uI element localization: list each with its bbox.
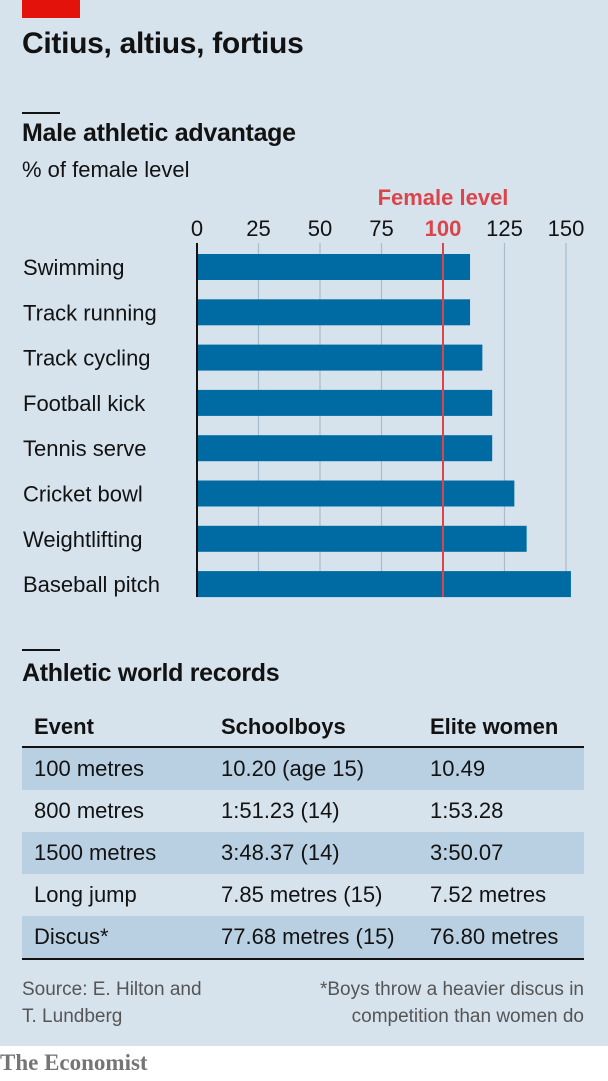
chart-title: Male athletic advantage: [22, 119, 296, 147]
category-label: Baseball pitch: [23, 572, 160, 597]
bar: [197, 571, 571, 598]
source-line: Source: E. Hilton and: [22, 979, 202, 1000]
table-cell: 7.85 metres (15): [221, 882, 383, 907]
table-header-row: Event Schoolboys Elite women: [22, 706, 584, 748]
tick-label: 150: [548, 216, 585, 241]
graphic-panel: Citius, altius, fortius Male athletic ad…: [0, 0, 608, 1046]
table-row: Discus* 77.68 metres (15) 76.80 metres: [22, 916, 584, 958]
category-label: Weightlifting: [23, 527, 142, 552]
table-row: Long jump 7.85 metres (15) 7.52 metres: [22, 874, 584, 916]
category-label: Tennis serve: [23, 436, 147, 461]
table-cell: 10.20 (age 15): [221, 756, 365, 781]
records-table: Event Schoolboys Elite women 100 metres …: [22, 706, 584, 960]
table-title: Athletic world records: [22, 659, 280, 687]
bar: [197, 525, 527, 552]
tick-label: 75: [369, 216, 393, 241]
section-rule: [22, 112, 60, 114]
table-row: 800 metres 1:51.23 (14) 1:53.28: [22, 790, 584, 832]
economist-logo: The Economist: [0, 1050, 148, 1075]
table-row: 100 metres 10.20 (age 15) 10.49: [22, 748, 584, 790]
bar: [197, 344, 483, 371]
table-cell: 3:50.07: [430, 840, 504, 865]
table-header-cell: Event: [34, 714, 94, 739]
table-bottom-rule: [22, 958, 584, 960]
source-line: T. Lundberg: [22, 1006, 123, 1027]
category-label: Track cycling: [23, 346, 151, 371]
footnote-line: *Boys throw a heavier discus in: [319, 979, 584, 1000]
page-title: Citius, altius, fortius: [22, 27, 304, 60]
category-label: Swimming: [23, 255, 124, 280]
section-rule: [22, 649, 60, 651]
bar: [197, 389, 493, 416]
bar-chart: 0 25 50 75 100 125 150 Female level Swimming Trac…: [23, 185, 585, 598]
table-header-cell: Schoolboys: [221, 714, 346, 739]
category-label: Football kick: [23, 391, 146, 416]
table-cell: 1:53.28: [430, 798, 504, 823]
footnote: *Boys throw a heavier discus in competit…: [284, 976, 584, 1030]
bar: [197, 480, 515, 507]
category-label: Cricket bowl: [23, 482, 143, 507]
tick-label: 100: [425, 216, 462, 241]
footnote-line: competition than women do: [351, 1006, 584, 1027]
table-cell: 1500 metres: [34, 840, 157, 865]
tick-label: 50: [308, 216, 332, 241]
category-label: Track running: [23, 300, 157, 325]
tick-label: 125: [486, 216, 523, 241]
table-cell: 800 metres: [34, 798, 145, 823]
tick-label: 0: [191, 216, 203, 241]
table-cell: 100 metres: [34, 756, 145, 781]
chart-subtitle: % of female level: [22, 157, 190, 182]
table-header-cell: Elite women: [430, 714, 559, 739]
bar: [197, 299, 471, 326]
table-cell: Long jump: [34, 882, 137, 907]
table-cell: 76.80 metres: [430, 924, 559, 949]
table-cell: 77.68 metres (15): [221, 924, 395, 949]
table-cell: 1:51.23 (14): [221, 798, 340, 823]
table-cell: 3:48.37 (14): [221, 840, 340, 865]
table-cell: 7.52 metres: [430, 882, 547, 907]
table-cell: 10.49: [430, 756, 486, 781]
table-cell: Discus*: [34, 924, 109, 949]
bar: [197, 435, 493, 462]
reference-label: Female level: [378, 185, 509, 210]
tick-label: 25: [246, 216, 270, 241]
bar: [197, 254, 471, 280]
table-row: 1500 metres 3:48.37 (14) 3:50.07: [22, 832, 584, 874]
brand-red-tag: [22, 0, 80, 18]
source-note: Source: E. Hilton and T. Lundberg: [22, 976, 252, 1030]
